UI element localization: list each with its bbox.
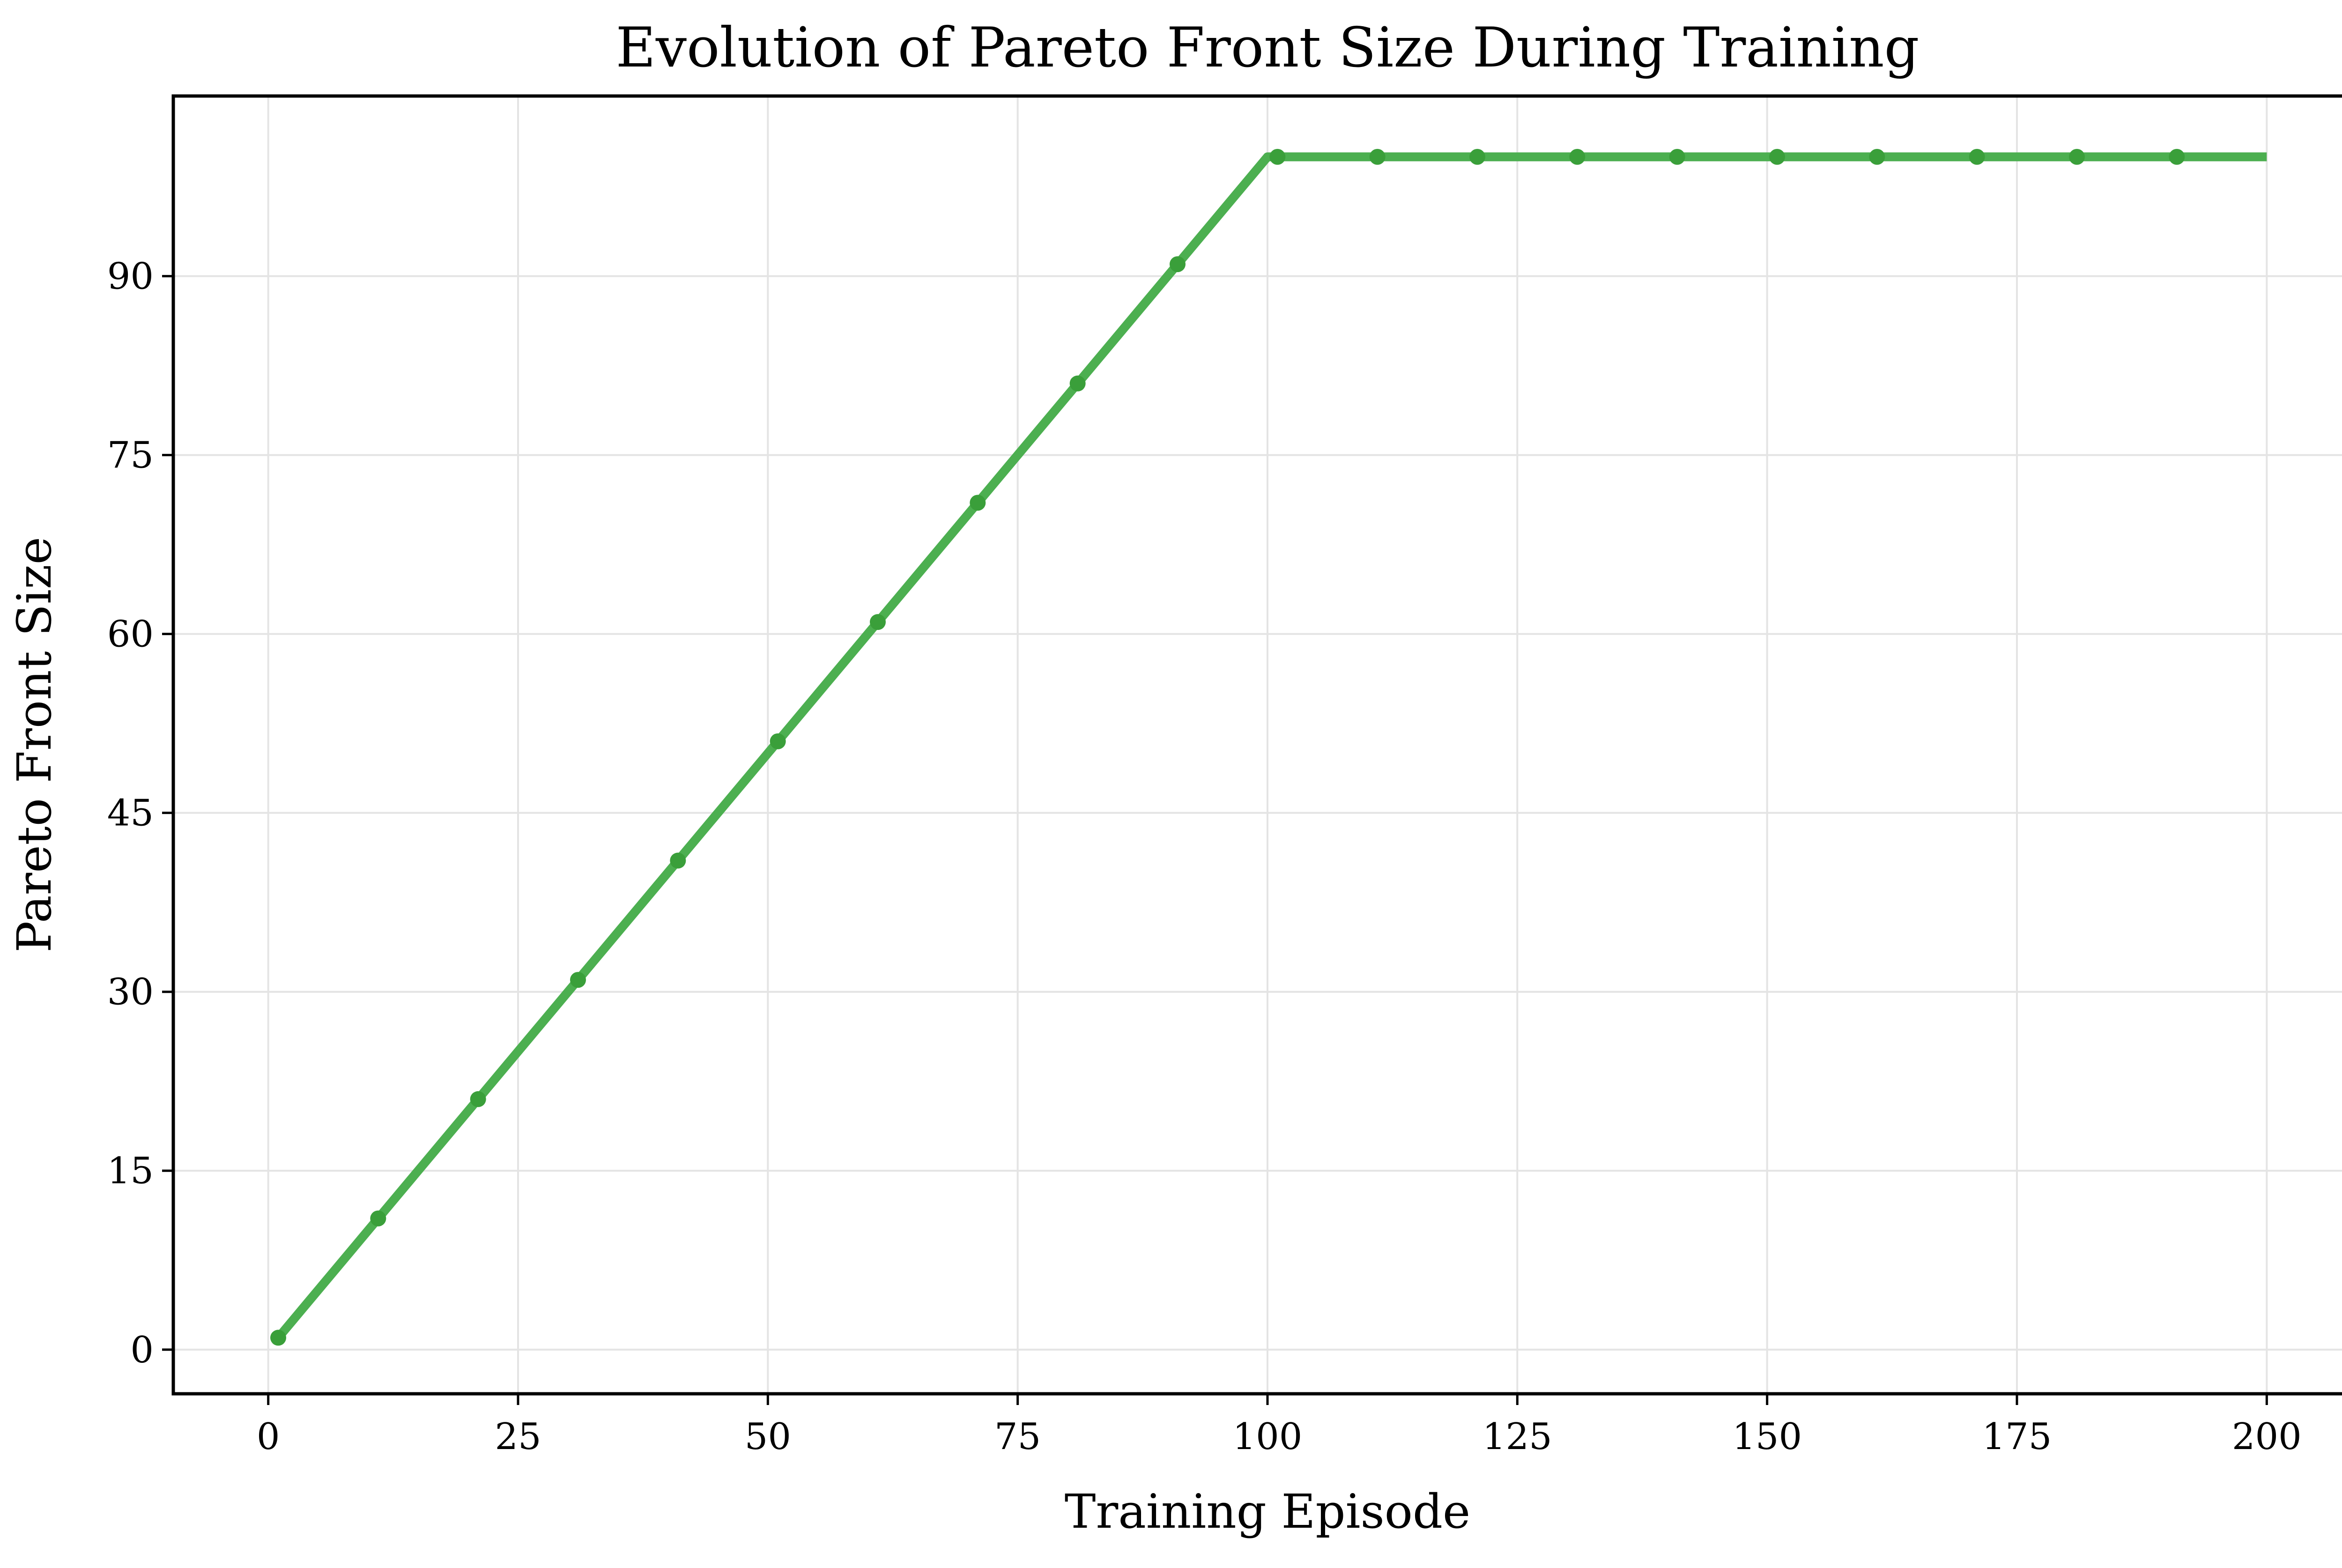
data-point — [1669, 148, 1685, 165]
x-tick-label: 75 — [994, 1416, 1041, 1458]
data-point — [570, 972, 586, 988]
data-point — [270, 1330, 286, 1346]
data-point — [1469, 148, 1485, 165]
y-tick-label: 75 — [107, 435, 154, 477]
x-axis-label: Training Episode — [1065, 1484, 1470, 1539]
y-tick-label: 30 — [107, 971, 154, 1013]
data-point — [870, 614, 886, 630]
grid-lines — [173, 96, 2342, 1394]
series-layer — [270, 148, 2267, 1346]
y-tick-label: 45 — [107, 792, 154, 835]
data-point — [1769, 148, 1785, 165]
chart-title: Evolution of Pareto Front Size During Tr… — [616, 15, 1920, 80]
data-point — [970, 495, 986, 511]
data-point — [2069, 148, 2085, 165]
x-tick-label: 200 — [2232, 1416, 2302, 1458]
series-line — [274, 152, 2267, 1341]
data-point — [1269, 148, 1286, 165]
y-axis: 0 15 30 45 60 75 90 — [107, 256, 173, 1371]
x-axis: 0 25 50 75 100 125 150 175 200 — [257, 1394, 2302, 1458]
x-tick-label: 25 — [495, 1416, 541, 1458]
y-tick-label: 15 — [107, 1150, 154, 1192]
x-tick-label: 150 — [1732, 1416, 1802, 1458]
x-tick-label: 125 — [1482, 1416, 1552, 1458]
x-tick-label: 100 — [1233, 1416, 1303, 1458]
y-axis-label: Pareto Front Size — [7, 537, 62, 953]
data-point — [470, 1091, 486, 1107]
data-point — [670, 852, 686, 869]
y-tick-label: 90 — [107, 256, 154, 298]
data-point — [370, 1210, 386, 1227]
data-point — [1969, 148, 1985, 165]
data-point — [1069, 375, 1086, 392]
x-tick-label: 175 — [1982, 1416, 2052, 1458]
data-point — [1369, 148, 1386, 165]
data-point — [770, 733, 786, 749]
x-tick-label: 0 — [257, 1416, 280, 1458]
x-tick-label: 50 — [745, 1416, 791, 1458]
data-point — [1170, 256, 1186, 273]
data-point — [1869, 148, 1885, 165]
data-point — [1569, 148, 1586, 165]
y-tick-label: 0 — [130, 1329, 154, 1371]
y-tick-label: 60 — [107, 614, 154, 656]
data-point — [2169, 148, 2185, 165]
